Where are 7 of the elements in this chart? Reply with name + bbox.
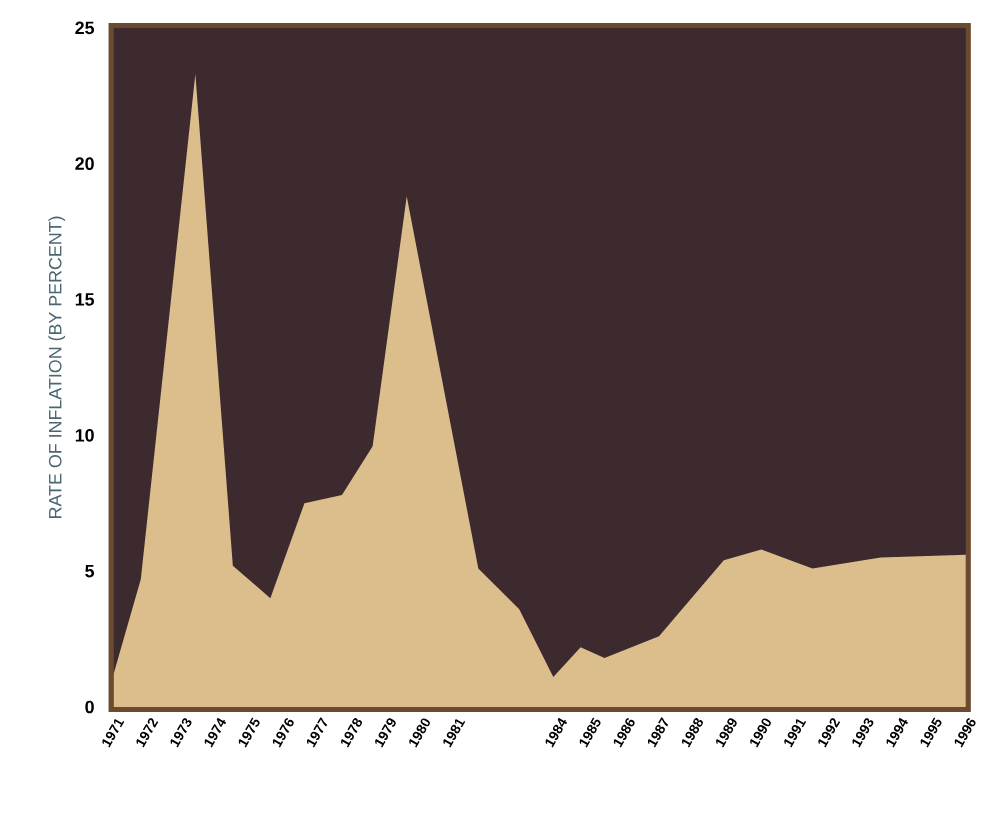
y-axis-title: RATE OF INFLATION (BY PERCENT) [48,216,66,518]
y-tick-label: 25 [75,21,95,34]
y-tick-label: 10 [75,428,94,442]
y-tick-label: 20 [75,157,94,170]
y-tick-label: 0 [85,700,94,714]
y-tick-label: 15 [75,293,95,306]
y-tick-label: 5 [85,564,95,578]
